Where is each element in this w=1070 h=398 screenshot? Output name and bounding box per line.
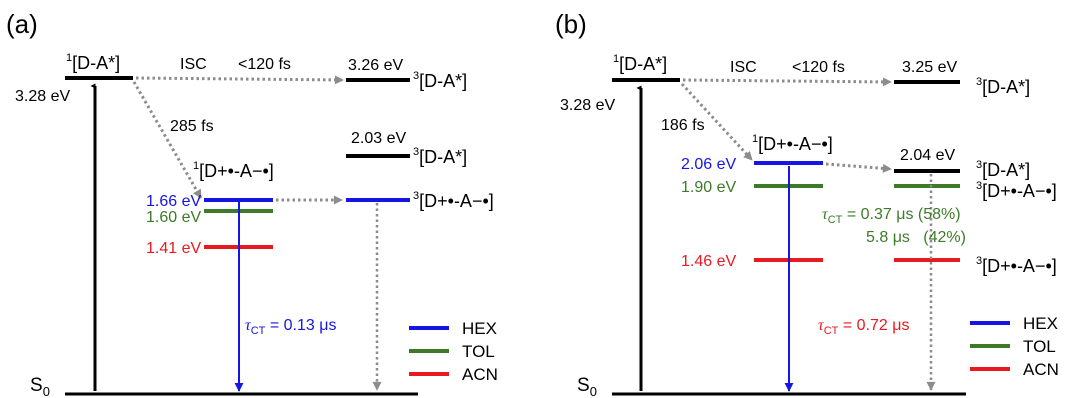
panel-a-t2-energy: 2.03 eV [351, 130, 406, 147]
panel-a-legend: HEX TOL ACN [409, 319, 498, 384]
panel-a-hex-energy: 1.66 eV [146, 193, 201, 210]
panel-a-singlet-label: 1[D-A*] [66, 52, 120, 73]
panel-b-singlet-label: 1[D-A*] [613, 53, 667, 74]
panel-b-triplet-label: 3[D-A*] [976, 76, 1030, 97]
panel-b-cs-arrow [680, 82, 754, 162]
panel-b-ct-isc-arrow [825, 162, 892, 173]
panel-b-isc-label: ISC [730, 59, 757, 76]
panel-a-cs-arrow [132, 81, 203, 199]
panel-a-isc-arrow [135, 75, 344, 85]
panel-b-hex-energy: 2.06 eV [681, 156, 736, 173]
panel-a-legend-hex-label: HEX [462, 319, 497, 338]
panel-a-label: (a) [6, 9, 38, 39]
panel-a-tcs-label: 3[D+•-A−•] [413, 190, 494, 211]
panel-a-tau-label: τCT = 0.13 μs [245, 317, 336, 337]
panel-a-t2-label: 3[D-A*] [413, 146, 467, 167]
panel-b-acn-energy: 1.46 eV [681, 253, 736, 270]
panel-b-tau-tol-label-2: 5.8 μs (42%) [866, 229, 966, 246]
panel-a-cs-time: 285 fs [170, 118, 214, 135]
panel-b-ground-state-label: S0 [577, 375, 597, 398]
panel-b-tau-tol-label: τCT = 0.37 μs (58%) [822, 206, 961, 226]
panel-b-cs-time: 186 fs [661, 117, 705, 134]
panel-a-triplet-energy: 3.26 eV [348, 57, 403, 74]
panel-a-singlet-energy: 3.28 eV [15, 88, 70, 105]
panel-b: (b) S0 1[D-A*] 3.28 eV ISC <120 fs 3.25 … [555, 9, 1059, 398]
panel-a-legend-tol-label: TOL [462, 342, 495, 361]
panel-b-legend-tol-label: TOL [1023, 337, 1056, 356]
panel-b-t2-label: 3[D-A*] [976, 159, 1030, 180]
panel-b-isc-arrow [682, 77, 892, 87]
panel-b-tau-acn-label: τCT = 0.72 μs [818, 317, 909, 337]
panel-b-legend-hex-label: HEX [1023, 314, 1058, 333]
panel-a: (a) S0 1[D-A*] 3.28 eV ISC <120 fs 3.26 … [6, 9, 498, 398]
panel-b-tcs-label: 3[D+•-A−•] [976, 180, 1057, 201]
panel-b-isc-time: <120 fs [792, 59, 845, 76]
panel-b-legend-acn-label: ACN [1023, 360, 1059, 379]
panel-a-isc-label: ISC [180, 56, 207, 73]
panel-b-t2-energy: 2.04 eV [900, 147, 955, 164]
panel-b-cs-label: 1[D+•-A−•] [752, 133, 833, 154]
panel-a-legend-acn-label: ACN [462, 365, 498, 384]
panel-b-label: (b) [555, 9, 587, 39]
panel-b-triplet-energy: 3.25 eV [902, 59, 957, 76]
panel-b-tol-energy: 1.90 eV [681, 179, 736, 196]
panel-a-isc-time: <120 fs [238, 56, 291, 73]
panel-a-triplet-label: 3[D-A*] [413, 70, 467, 91]
panel-b-tcs2-label: 3[D+•-A−•] [976, 255, 1057, 276]
panel-b-singlet-energy: 3.28 eV [560, 97, 615, 114]
panel-a-cs-label: 1[D+•-A−•] [193, 160, 274, 181]
panel-a-ground-state-label: S0 [30, 375, 50, 398]
panel-a-tol-energy: 1.60 eV [146, 209, 201, 226]
panel-a-acn-energy: 1.41 eV [146, 240, 201, 257]
panel-b-legend: HEX TOL ACN [970, 314, 1059, 379]
